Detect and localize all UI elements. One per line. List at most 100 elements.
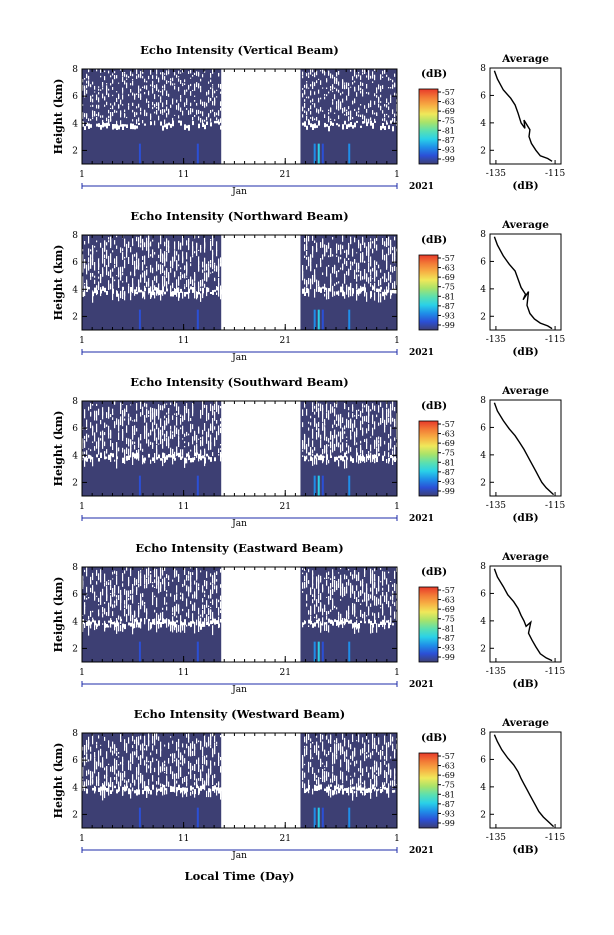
noise-cell	[182, 236, 184, 246]
noise-cell	[180, 95, 182, 99]
colorbar-tick-label: -75	[442, 117, 455, 126]
noise-cell	[394, 456, 396, 462]
noise-cell	[220, 766, 222, 773]
noise-cell	[306, 287, 308, 294]
noise-cell	[194, 790, 196, 798]
noise-cell	[114, 777, 116, 780]
noise-cell	[172, 98, 174, 100]
noise-cell	[366, 455, 368, 462]
noise-cell	[108, 407, 110, 418]
noise-cell	[318, 618, 320, 621]
noise-cell	[302, 568, 304, 570]
noise-cell	[194, 452, 196, 457]
noise-cell	[90, 254, 92, 263]
month-label: Jan	[231, 685, 247, 695]
noise-cell	[188, 291, 190, 299]
noise-cell	[112, 571, 114, 575]
noise-cell	[200, 623, 202, 630]
noise-cell	[368, 594, 370, 600]
noise-cell	[164, 760, 166, 764]
noise-cell	[318, 750, 320, 760]
noise-cell	[104, 248, 106, 252]
echo-streak	[321, 475, 324, 496]
noise-cell	[320, 784, 322, 790]
noise-cell	[98, 599, 100, 602]
noise-cell	[128, 788, 130, 795]
noise-cell	[192, 436, 194, 445]
noise-cell	[188, 586, 190, 592]
noise-cell	[324, 749, 326, 752]
noise-cell	[152, 422, 154, 432]
noise-cell	[106, 416, 108, 419]
noise-cell	[162, 89, 164, 92]
noise-cell	[126, 78, 128, 80]
noise-cell	[200, 773, 202, 782]
noise-cell	[90, 456, 92, 460]
noise-cell	[218, 405, 220, 415]
noise-cell	[118, 615, 120, 620]
echo-streak	[138, 807, 141, 828]
noise-cell	[124, 408, 126, 415]
noise-cell	[342, 750, 344, 755]
noise-cell	[130, 763, 132, 771]
noise-cell	[312, 572, 314, 580]
noise-cell	[220, 118, 222, 123]
noise-cell	[112, 288, 114, 294]
noise-cell	[388, 571, 390, 574]
noise-cell	[116, 91, 118, 93]
noise-cell	[370, 752, 372, 759]
noise-cell	[320, 454, 322, 461]
noise-cell	[338, 99, 340, 104]
noise-cell	[306, 573, 308, 583]
colorbar	[418, 420, 439, 497]
noise-cell	[132, 426, 134, 433]
noise-cell	[128, 439, 130, 442]
noise-cell	[104, 422, 106, 426]
noise-cell	[140, 744, 142, 751]
noise-cell	[338, 244, 340, 250]
noise-cell	[92, 293, 94, 303]
noise-cell	[308, 619, 310, 624]
noise-cell	[198, 583, 200, 587]
noise-cell	[176, 280, 178, 291]
noise-cell	[108, 783, 110, 791]
noise-cell	[394, 749, 396, 759]
noise-cell	[134, 790, 136, 794]
noise-cell	[186, 407, 188, 414]
noise-cell	[206, 775, 208, 779]
noise-cell	[358, 591, 360, 598]
noise-cell	[138, 622, 140, 628]
noise-cell	[376, 780, 378, 787]
panel-frame	[81, 566, 398, 663]
noise-cell	[350, 572, 352, 576]
noise-cell	[166, 455, 168, 460]
noise-cell	[96, 113, 98, 117]
noise-cell	[354, 415, 356, 417]
noise-cell	[376, 745, 378, 753]
noise-cell	[206, 434, 208, 444]
noise-cell	[140, 71, 142, 76]
noise-cell	[304, 739, 306, 743]
noise-cell	[312, 103, 314, 105]
noise-cell	[220, 601, 222, 609]
noise-cell	[122, 419, 124, 427]
noise-cell	[132, 751, 134, 758]
noise-cell	[382, 85, 384, 89]
noise-cell	[392, 79, 394, 83]
noise-cell	[180, 418, 182, 425]
noise-cell	[114, 264, 116, 269]
noise-cell	[376, 772, 378, 775]
noise-cell	[96, 410, 98, 415]
noise-cell	[182, 83, 184, 85]
noise-cell	[390, 581, 392, 582]
heatmap-noise	[82, 235, 398, 303]
noise-cell	[322, 272, 324, 275]
noise-cell	[140, 95, 142, 100]
noise-cell	[124, 779, 126, 783]
noise-cell	[152, 289, 154, 296]
noise-cell	[324, 622, 326, 625]
noise-cell	[206, 755, 208, 758]
noise-cell	[186, 99, 188, 103]
noise-cell	[380, 568, 382, 570]
noise-cell	[84, 409, 86, 419]
